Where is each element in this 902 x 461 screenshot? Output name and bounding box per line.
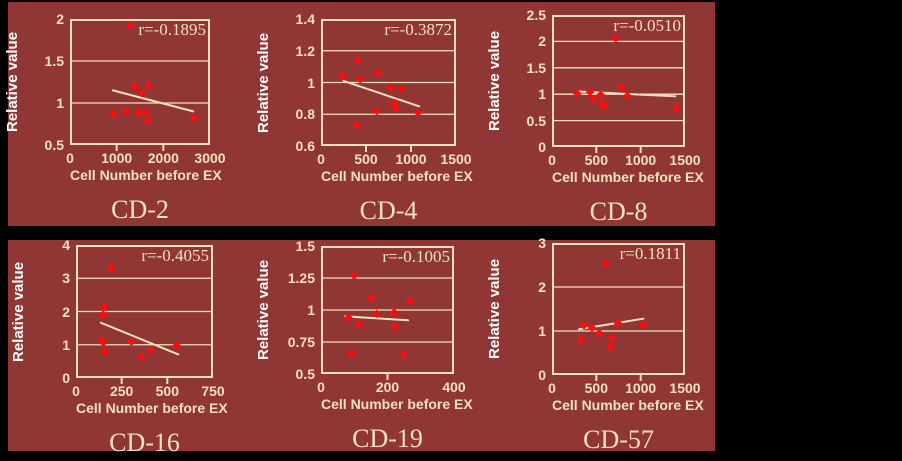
x-tick-label: 500 (584, 152, 608, 168)
x-tick-label: 0 (317, 379, 325, 395)
x-axis-label: Cell Number before EX (552, 397, 704, 413)
x-tick-label: 2000 (147, 150, 179, 166)
y-tick-label: 0.8 (295, 106, 315, 123)
x-tick-label: 200 (375, 379, 400, 395)
plot-area: r=-0.1005 (321, 246, 454, 380)
x-tick-label: 0 (66, 150, 74, 166)
y-tick-label: 0 (538, 139, 546, 155)
y-tick-label: 2 (538, 279, 546, 295)
y-tick-label: 4 (62, 237, 70, 253)
y-tick-label: 0 (538, 367, 546, 383)
y-tick-label: 1.5 (526, 59, 546, 76)
y-tick-label: 1.2 (295, 42, 315, 59)
x-tick-label: 1000 (625, 152, 657, 168)
chart-title: CD-4 (359, 196, 418, 225)
plot-area: r=-0.3872 (321, 19, 456, 152)
x-tick-label: 1000 (625, 380, 657, 396)
plot-canvas (70, 19, 210, 151)
x-tick-label: 750 (201, 383, 225, 399)
x-axis-label: Cell Number before EX (76, 400, 228, 416)
x-tick-label: 500 (354, 151, 378, 167)
plot-canvas (321, 246, 454, 380)
y-tick-label: 0.5 (526, 112, 546, 129)
plot-canvas (552, 15, 685, 153)
y-tick-label: 0.5 (44, 137, 64, 153)
y-tick-label: 1 (538, 86, 546, 103)
x-tick-label: 0 (72, 383, 80, 399)
chart-title: CD-8 (589, 197, 648, 226)
chart-title: CD-57 (583, 425, 654, 454)
x-tick-label: 500 (155, 383, 179, 399)
y-tick-label: 0.6 (295, 138, 315, 154)
y-tick-label: 0.75 (287, 334, 315, 350)
chart-title: CD-16 (109, 428, 180, 457)
plot-area: r=0.1811 (552, 243, 685, 381)
x-tick-label: 1000 (395, 151, 427, 167)
y-tick-label: 1.25 (287, 270, 315, 286)
correlation-label: r=-0.4055 (141, 246, 209, 265)
plot-canvas (552, 243, 685, 381)
y-tick-label: 1 (307, 302, 315, 318)
y-tick-label: 2 (62, 303, 70, 320)
chart-title: CD-2 (111, 195, 169, 224)
y-tick-label: 1.5 (295, 238, 315, 254)
y-axis-label: Relative value (486, 258, 503, 360)
x-axis-label: Cell Number before EX (70, 167, 222, 183)
correlation-label: r=-0.3872 (384, 20, 452, 39)
x-tick-label: 0 (548, 380, 556, 396)
y-tick-label: 1.5 (44, 53, 64, 69)
plot-area: r=-0.4055 (76, 245, 213, 384)
y-tick-label: 0.5 (295, 366, 315, 382)
y-tick-label: 1 (538, 323, 546, 339)
y-tick-label: 2.5 (526, 7, 546, 23)
x-axis-label: Cell Number before EX (321, 396, 473, 412)
correlation-label: r=-0.1895 (138, 20, 206, 39)
correlation-label: r=0.1811 (619, 244, 681, 263)
y-tick-label: 1.4 (295, 11, 315, 27)
plot-area: r=-0.0510 (552, 15, 685, 153)
x-tick-label: 1500 (440, 151, 472, 167)
y-tick-label: 3 (62, 270, 70, 287)
correlation-label: r=-0.1005 (382, 247, 450, 266)
x-tick-label: 0 (548, 152, 556, 168)
x-tick-label: 500 (584, 380, 608, 396)
x-axis-label: Cell Number before EX (552, 169, 704, 185)
plot-canvas (321, 19, 456, 152)
x-tick-label: 1000 (101, 150, 133, 166)
y-tick-label: 1 (307, 74, 315, 91)
x-axis-label: Cell Number before EX (321, 168, 473, 184)
x-tick-label: 250 (109, 383, 134, 399)
x-tick-label: 0 (317, 151, 325, 167)
panel-row-2 (8, 240, 715, 451)
x-tick-label: 1500 (669, 380, 701, 396)
x-tick-label: 1500 (669, 152, 701, 168)
y-tick-label: 1 (56, 95, 64, 111)
plot-canvas (76, 245, 213, 384)
correlation-label: r=-0.0510 (613, 16, 681, 35)
plot-area: r=-0.1895 (70, 19, 210, 151)
y-axis-label: Relative value (4, 31, 21, 133)
y-tick-label: 1 (62, 336, 70, 353)
y-tick-label: 0 (62, 370, 70, 386)
x-tick-label: 400 (442, 379, 466, 395)
x-tick-label: 3000 (194, 150, 226, 166)
y-tick-label: 2 (538, 33, 546, 50)
y-tick-label: 2 (56, 11, 64, 27)
y-tick-label: 3 (538, 235, 546, 251)
chart-title: CD-19 (352, 424, 423, 453)
